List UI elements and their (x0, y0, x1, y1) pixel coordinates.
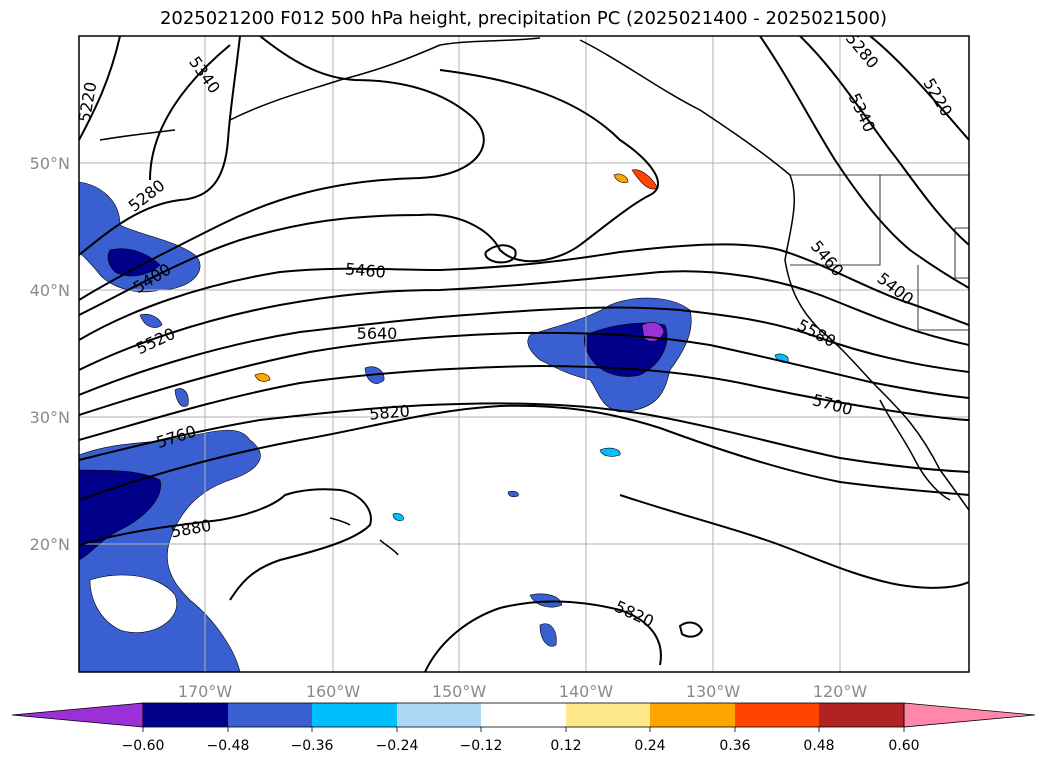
contour-5580 (79, 306, 969, 396)
precip-west-lower-hole (89, 574, 177, 633)
contour-5340-west (149, 44, 231, 181)
lon-tick-label: 120°W (813, 682, 868, 701)
colorbar-segment (228, 703, 312, 727)
colorbar-segment (735, 703, 819, 727)
contour-5520 (79, 270, 969, 371)
coastlines (99, 37, 969, 556)
lat-tick-labels: 50°N 40°N 30°N 20°N (30, 154, 70, 554)
precip-small-7 (599, 447, 621, 457)
contour-5460 (79, 243, 969, 341)
colorbar-tick-label: −0.60 (122, 738, 165, 754)
lon-tick-label: 160°W (306, 682, 361, 701)
precip-orange-3 (254, 373, 271, 382)
precip-west-upper-dark (107, 248, 161, 277)
colorbar-tick-label: 0.36 (719, 738, 750, 754)
colorbar-segment (650, 703, 735, 727)
precip-small-9 (392, 513, 404, 521)
aleutian-islands (99, 129, 176, 141)
colorbar-segment (143, 703, 228, 727)
colorbar-tick-label: 0.24 (634, 738, 665, 754)
lat-tick-label: 20°N (30, 535, 70, 554)
colorbar-segment (819, 703, 904, 727)
colorbar-tick-label: 0.12 (550, 738, 581, 754)
north-america-coast (579, 39, 969, 511)
colorbar-extend-max (903, 702, 1036, 728)
contour-5760 (79, 402, 969, 473)
contour-east-5220 (869, 36, 969, 141)
contour-small-loop (484, 244, 517, 264)
colorbar-tick-label: −0.48 (207, 738, 250, 754)
colorbar: −0.60 −0.48 −0.36 −0.24 −0.12 0.12 0.24 … (11, 702, 1036, 754)
lat-tick-label: 30°N (30, 408, 70, 427)
lat-tick-label: 50°N (30, 154, 70, 173)
lon-tick-label: 140°W (559, 682, 614, 701)
precip-small-5 (539, 623, 557, 647)
map-area: 5220 5340 5280 5400 5520 5760 5880 5460 … (75, 36, 969, 672)
height-contours (79, 36, 969, 672)
map-frame (78, 35, 970, 673)
precip-small-1 (139, 313, 163, 328)
colorbar-tick-label: −0.36 (291, 738, 334, 754)
lat-tick-label: 40°N (30, 281, 70, 300)
contour-5280-west (79, 36, 241, 256)
colorbar-tick-label: 0.60 (888, 738, 919, 754)
contour-east-5340 (759, 36, 969, 289)
colorbar-tick-label: −0.24 (376, 738, 419, 754)
contour-5820-east (619, 494, 969, 589)
precip-small-2 (174, 388, 189, 407)
contour-label: 5220 (75, 80, 101, 123)
contour-5640 (79, 331, 969, 416)
colorbar-segment (312, 703, 397, 727)
precip-orange-2 (613, 173, 629, 183)
colorbar-segment (566, 703, 650, 727)
colorbar-extend-min (11, 702, 144, 728)
lon-tick-label: 150°W (432, 682, 487, 701)
contour-label: 5640 (357, 324, 398, 343)
colorbar-segment (397, 703, 481, 727)
lon-tick-label: 170°W (178, 682, 233, 701)
hawaii-islands (329, 517, 399, 556)
precip-west-upper (79, 181, 201, 293)
colorbar-segment (481, 703, 566, 727)
contour-5820-north (79, 404, 969, 501)
contour-label: 5460 (344, 259, 386, 281)
contour-5880 (79, 488, 372, 601)
alaska-coast (229, 37, 541, 121)
colorbar-tick-label: 0.48 (803, 738, 834, 754)
contour-small-loop-2 (678, 621, 704, 638)
gridlines (79, 36, 969, 672)
colorbar-tick-label: −0.12 (460, 738, 503, 754)
contour-5700 (79, 364, 969, 441)
lon-tick-labels: 170°W 160°W 150°W 140°W 130°W 120°W (178, 682, 868, 701)
contour-5220-west (79, 36, 121, 141)
chart-title: 2025021200 F012 500 hPa height, precipit… (159, 8, 888, 29)
lon-tick-label: 130°W (686, 682, 741, 701)
contour-5400 (79, 69, 660, 316)
contour-east-5280 (799, 36, 969, 246)
contour-label: 5820 (368, 401, 410, 423)
contour-5820-south (424, 600, 662, 672)
precip-small-8 (507, 490, 519, 498)
contour-west-low (79, 36, 485, 301)
